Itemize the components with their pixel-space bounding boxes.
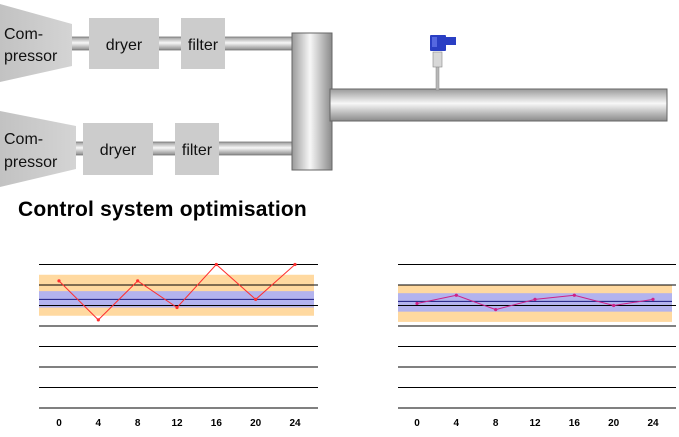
header-pipe-vertical	[291, 32, 333, 171]
chart1-x-tick-label: 0	[56, 418, 62, 429]
chart-before-optimisation-plot: 0 4 8 12 16 20 24	[39, 262, 318, 429]
chart1-x-tick-label: 4	[96, 418, 102, 429]
chart-after-optimisation: 0 4 8 12 16 20 24	[358, 240, 679, 437]
chart-after-optimisation-plot: 0 4 8 12 16 20 24	[398, 264, 676, 429]
chart1-point	[57, 279, 61, 283]
pipe-dryer-filter-1	[157, 36, 183, 51]
chart2-x-tick-label: 0	[414, 418, 420, 429]
filter-2	[175, 123, 219, 175]
chart2-point	[533, 297, 537, 301]
chart1-x-tick-label: 12	[171, 418, 183, 429]
chart1-point	[136, 279, 140, 283]
pressure-sensor-icon	[430, 35, 456, 91]
chart1-x-tick-label: 8	[135, 418, 141, 429]
compressor-1-label-line1: Com-	[4, 26, 43, 43]
chart2-point	[612, 303, 616, 308]
chart2-point	[415, 301, 419, 306]
chart1-point	[175, 305, 179, 310]
chart2-x-tick-label: 20	[608, 418, 620, 429]
chart2-x-tick-label: 16	[569, 418, 581, 429]
filter-1-label: filter	[188, 37, 219, 54]
pipe-dryer-filter-2	[151, 141, 177, 156]
compressor-2	[0, 111, 76, 187]
chart-before-optimisation: 0 4 8 12 16 20 24	[0, 240, 335, 437]
compressor-2-label-line1: Com-	[4, 131, 43, 148]
compressor-1-label-line2: pressor	[4, 48, 58, 65]
chart1-point	[254, 297, 258, 301]
chart2-x-tick-label: 24	[647, 418, 659, 429]
pipe-compressor-dryer-1	[69, 36, 91, 51]
chart2-point	[572, 293, 576, 297]
compressor-2-label-line2: pressor	[4, 154, 58, 171]
chart2-x-tick-label: 12	[529, 418, 541, 429]
chart1-point	[96, 318, 100, 322]
chart2-point	[454, 293, 458, 297]
chart1-point	[293, 262, 297, 267]
chart1-x-tick-label: 16	[211, 418, 223, 429]
filter-1	[181, 18, 225, 69]
compressor-1	[0, 4, 72, 82]
dryer-2-label: dryer	[100, 142, 137, 159]
chart1-x-tick-label: 20	[250, 418, 262, 429]
main-distribution-pipe	[329, 88, 668, 122]
chart2-x-tick-label: 8	[493, 418, 499, 429]
pipe-filter-header-2	[217, 141, 297, 156]
dryer-1-label: dryer	[106, 37, 143, 54]
dryer-2	[83, 123, 153, 175]
chart2-point	[651, 297, 655, 301]
chart2-x-tick-label: 4	[454, 418, 460, 429]
chart2-point	[494, 308, 498, 312]
chart2-tolerance-band-2	[398, 293, 672, 312]
section-title: Control system optimisation	[18, 198, 307, 221]
filter-2-label: filter	[182, 142, 213, 159]
pipe-filter-header-1	[223, 36, 297, 51]
dryer-1	[89, 18, 159, 69]
chart1-point	[214, 262, 218, 267]
chart1-x-tick-label: 24	[289, 418, 301, 429]
compressed-air-system-diagram: Com- pressor dryer filter Com- pressor d…	[0, 4, 668, 187]
